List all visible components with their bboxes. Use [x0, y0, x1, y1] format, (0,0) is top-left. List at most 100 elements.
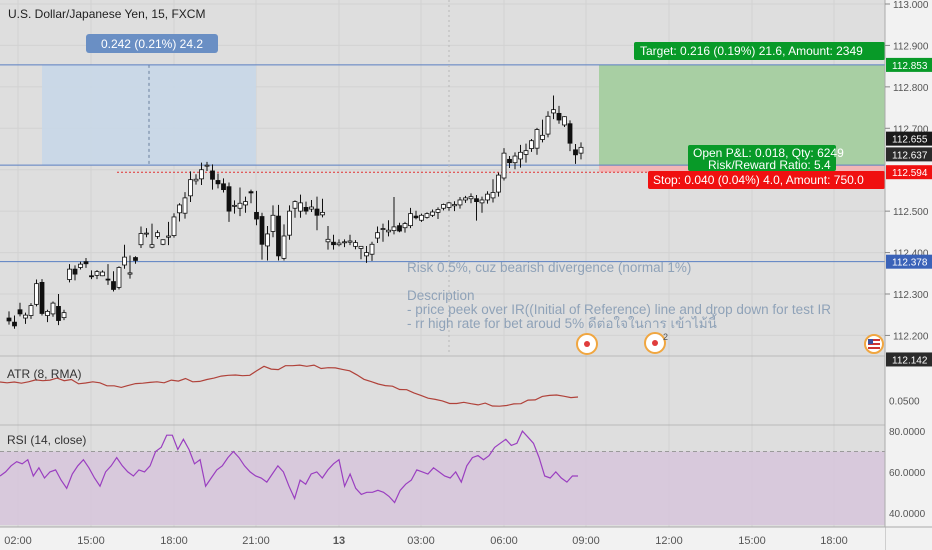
- candle-body: [545, 115, 551, 135]
- price-tag-label: 112.853: [892, 61, 928, 72]
- candle-body: [320, 211, 325, 216]
- candle-body: [419, 214, 424, 221]
- open-pnl-label: Open P&L: 0.018, Qty: 6249: [693, 146, 844, 160]
- candle-body: [259, 216, 265, 245]
- candle-body: [556, 112, 562, 121]
- target-label-background: [634, 42, 885, 60]
- candle-body: [342, 241, 347, 244]
- candle-body: [61, 312, 67, 319]
- candle-body: [452, 204, 457, 207]
- price-tags: 112.853 112.655 112.637 112.594 112.378 112.1…: [886, 57, 932, 367]
- candle-body: [479, 199, 485, 204]
- time-tick-label: 21:00: [242, 535, 270, 547]
- candle-body: [364, 252, 369, 257]
- rsi-title: RSI (14, close): [7, 433, 86, 447]
- candle-body: [369, 243, 375, 255]
- us-flag-icon[interactable]: [864, 334, 884, 354]
- candle-body: [567, 123, 573, 144]
- price-tag-background: [886, 147, 932, 162]
- candle-body: [331, 241, 336, 246]
- atr-title: ATR (8, RMA): [7, 367, 81, 381]
- candle-body: [248, 191, 254, 194]
- candle-body: [375, 232, 380, 239]
- candle-body: [457, 199, 463, 206]
- price-tag-background: [886, 352, 932, 367]
- annotation-point-2[interactable]: - rr high rate for bet aroud 5% ดีต่อใจใ…: [407, 313, 717, 331]
- candle-body: [237, 202, 243, 209]
- risk-reward-label: Risk/Reward Ratio: 5.4: [708, 158, 831, 172]
- candles-group: [6, 95, 584, 329]
- event-badge-2[interactable]: 2: [644, 332, 668, 354]
- time-tick-label: 12:00: [655, 535, 683, 547]
- candle-body: [276, 215, 281, 257]
- candle-body: [303, 207, 309, 212]
- candle-body: [204, 164, 210, 167]
- candle-body: [56, 306, 61, 321]
- time-axis-ticks: 02:00 15:00 18:00 21:00 13 03:00 06:00 09:00 12:…: [4, 535, 848, 547]
- annotation-risk[interactable]: Risk 0.5%, cuz bearish divergence (norma…: [407, 260, 691, 275]
- price-tag-label: 112.378: [892, 258, 928, 269]
- candle-body: [518, 151, 523, 160]
- candle-body: [138, 233, 144, 246]
- rsi-tick-label: 80.0000: [889, 427, 926, 438]
- candle-body: [226, 186, 232, 212]
- candle-body: [144, 232, 149, 235]
- candle-body: [430, 211, 435, 216]
- candle-body: [347, 240, 353, 243]
- stop-label-background: [648, 171, 885, 189]
- candle-body: [105, 278, 111, 281]
- flag-stripe: [868, 343, 880, 345]
- flag-stripe: [868, 339, 880, 341]
- price-tick-label: 112.500: [893, 207, 929, 218]
- candle-body: [441, 204, 446, 209]
- candle-body: [501, 152, 507, 179]
- atr-tick-label: 0.0500: [889, 397, 920, 408]
- candle-body: [540, 134, 545, 140]
- price-tag-background: [886, 165, 932, 180]
- rsi-line: [0, 430, 578, 504]
- candle-body: [39, 281, 45, 314]
- time-tick-label: 18:00: [160, 535, 188, 547]
- candle-body: [254, 211, 259, 220]
- candle-body: [265, 233, 270, 247]
- candle-body: [122, 256, 127, 266]
- candle-body: [485, 193, 490, 201]
- candle-body: [72, 268, 78, 275]
- annotation-point-1[interactable]: - price peek over IR((Initial of Referen…: [407, 302, 831, 317]
- candle-body: [155, 232, 160, 237]
- candle-body: [94, 271, 100, 276]
- time-tick-label: 09:00: [572, 535, 600, 547]
- candle-body: [380, 228, 386, 230]
- measure-label-background: [86, 34, 218, 53]
- candle-body: [551, 109, 556, 114]
- price-tag-label: 112.637: [892, 150, 928, 161]
- candle-body: [298, 202, 303, 212]
- candle-body: [215, 180, 221, 185]
- candle-body: [463, 197, 468, 201]
- time-tick-label: 15:00: [738, 535, 766, 547]
- candle-body: [534, 129, 540, 149]
- flag-canton: [868, 339, 873, 344]
- event-dot-icon: [584, 341, 590, 347]
- price-axis-ticks: 113.000 112.900 112.800 112.700 112.500 112.4…: [885, 0, 929, 520]
- time-axis[interactable]: [0, 527, 885, 550]
- price-axis[interactable]: [885, 0, 932, 550]
- candle-body: [6, 317, 12, 322]
- candle-body: [287, 210, 292, 236]
- candle-body: [270, 214, 276, 232]
- candle-body: [397, 225, 402, 232]
- candle-body: [474, 198, 479, 203]
- price-tag-label: 112.142: [892, 355, 928, 366]
- candle-body: [210, 170, 215, 180]
- candle-body: [490, 192, 496, 199]
- event-badge-1[interactable]: [576, 333, 598, 355]
- annotation-description-heading[interactable]: Description: [407, 288, 475, 303]
- candle-body: [408, 213, 413, 227]
- candle-body: [83, 261, 89, 265]
- candle-body: [100, 271, 105, 277]
- candle-body: [221, 183, 226, 191]
- price-tick-label: 112.300: [893, 290, 929, 301]
- price-tag-label: 112.594: [892, 168, 928, 179]
- price-tag-background: [886, 131, 932, 146]
